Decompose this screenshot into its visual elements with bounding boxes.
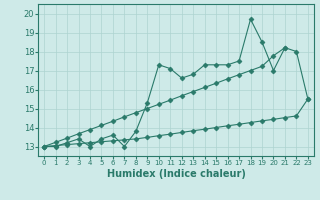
X-axis label: Humidex (Indice chaleur): Humidex (Indice chaleur): [107, 169, 245, 179]
